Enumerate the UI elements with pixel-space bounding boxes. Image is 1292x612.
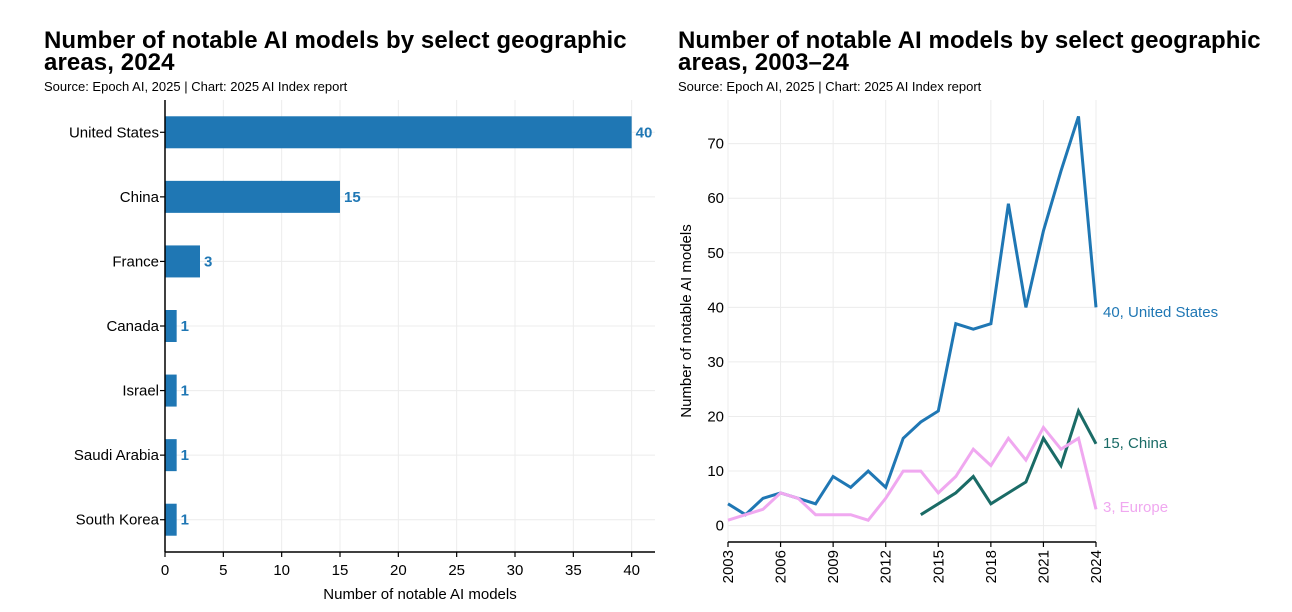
line-end-label-united-states: 40, United States <box>1103 304 1218 321</box>
bar-united-states <box>165 116 632 149</box>
bar-value-label: 15 <box>344 189 361 206</box>
line-x-tick-label: 2003 <box>720 550 737 583</box>
line-y-axis-label: Number of notable AI models <box>678 224 695 417</box>
line-x-tick-label: 2009 <box>825 550 842 583</box>
line-y-tick-label: 60 <box>707 190 724 207</box>
line-series-europe <box>727 424 1098 522</box>
line-x-tick-label: 2012 <box>878 550 895 583</box>
line-grid <box>727 100 1097 542</box>
bar-x-tick-label: 15 <box>332 562 349 579</box>
line-end-label-china: 15, China <box>1103 435 1168 452</box>
bar-category-label: Israel <box>122 383 159 400</box>
left-chart-source: Source: Epoch AI, 2025 | Chart: 2025 AI … <box>44 79 348 94</box>
bar-x-tick-label: 35 <box>565 562 582 579</box>
bar-value-label: 1 <box>181 318 189 335</box>
bar-x-axis-label: Number of notable AI models <box>323 586 516 603</box>
bar-value-label: 1 <box>181 383 189 400</box>
bar-category-label: China <box>120 189 160 206</box>
bar-category-label: United States <box>69 124 159 141</box>
bar-saudi-arabia <box>165 439 177 472</box>
bar-category-label: Canada <box>106 318 159 335</box>
bar-x-tick-label: 10 <box>273 562 290 579</box>
bar-x-tick-label: 20 <box>390 562 407 579</box>
line-end-label-europe: 3, Europe <box>1103 499 1168 516</box>
line-y-tick-label: 30 <box>707 354 724 371</box>
line-y-tick-label: 20 <box>707 408 724 425</box>
bar-value-label: 40 <box>636 124 653 141</box>
bar-value-label: 1 <box>181 447 189 464</box>
line-y-tick-label: 50 <box>707 245 724 262</box>
bar-value-label: 3 <box>204 253 212 270</box>
bar-category-label: France <box>112 253 159 270</box>
bar-value-label: 1 <box>181 512 189 529</box>
bar-x-tick-label: 5 <box>219 562 227 579</box>
line-x-tick-label: 2024 <box>1088 550 1105 583</box>
line-y-tick-label: 0 <box>716 518 724 535</box>
line-x-tick-label: 2021 <box>1035 550 1052 583</box>
line-x-tick-label: 2006 <box>773 550 790 583</box>
bar-x-tick-label: 40 <box>623 562 640 579</box>
bar-israel <box>165 374 177 407</box>
line-y-tick-label: 40 <box>707 299 724 316</box>
line-x-tick-label: 2015 <box>930 550 947 583</box>
bar-x-tick-label: 0 <box>161 562 169 579</box>
line-x-tick-label: 2018 <box>983 550 1000 583</box>
right-chart-title: Number of notable AI models by select ge… <box>678 27 1261 76</box>
bar-category-label: Saudi Arabia <box>74 447 160 464</box>
line-series-china <box>920 407 1098 516</box>
bar-china <box>165 180 340 213</box>
line-y-tick-label: 10 <box>707 463 724 480</box>
line-series-united-states <box>727 115 1098 517</box>
left-chart-title: Number of notable AI models by select ge… <box>44 27 627 76</box>
bar-x-tick-label: 25 <box>448 562 465 579</box>
bar-x-tick-label: 30 <box>507 562 524 579</box>
bar-canada <box>165 310 177 342</box>
bar-category-label: South Korea <box>76 512 160 529</box>
bar-south-korea <box>165 503 177 536</box>
line-y-tick-label: 70 <box>707 136 724 153</box>
bar-france <box>165 245 200 278</box>
right-chart-source: Source: Epoch AI, 2025 | Chart: 2025 AI … <box>678 79 982 94</box>
